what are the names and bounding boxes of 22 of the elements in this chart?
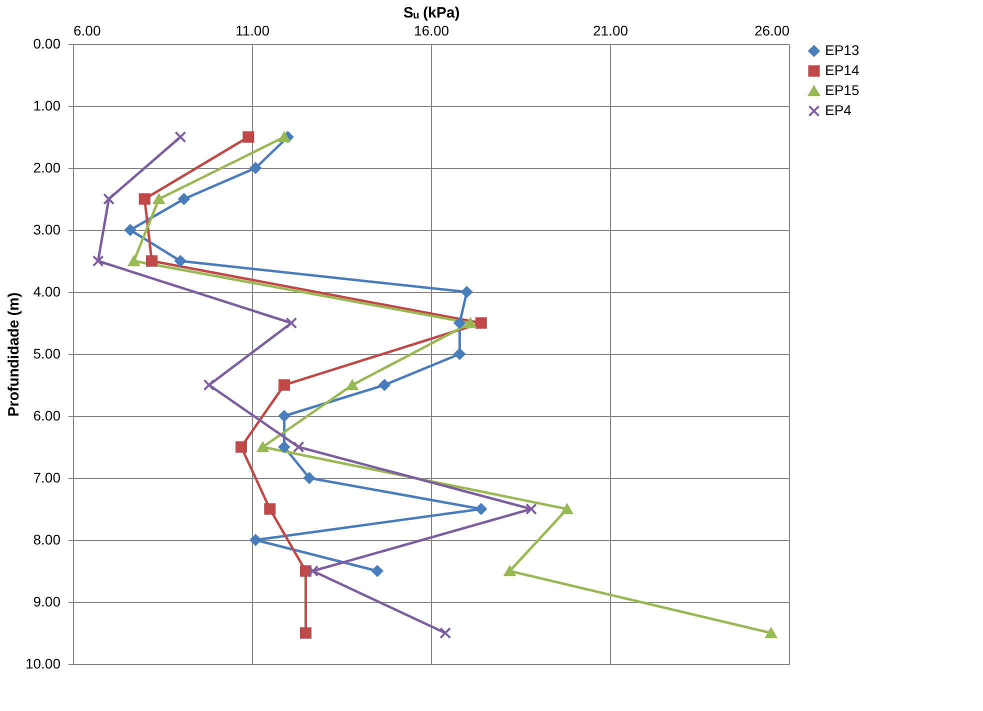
y-tick-label: 2.00: [33, 160, 61, 176]
x-axis-title: Sᵤ (kPa): [403, 4, 460, 22]
y-tick-label: 10.00: [25, 656, 61, 672]
x-tick-label: 26.00: [754, 22, 790, 38]
x-tick-label: 21.00: [592, 22, 628, 38]
y-tick-label: 5.00: [33, 346, 61, 362]
x-tick-label: 11.00: [236, 22, 270, 38]
legend-label: EP15: [825, 82, 860, 98]
x-tick-label: 16.00: [414, 22, 450, 38]
y-tick-label: 6.00: [33, 408, 61, 424]
y-tick-label: 0.00: [33, 36, 61, 52]
legend-label: EP13: [825, 42, 860, 58]
y-tick-label: 9.00: [33, 594, 61, 610]
y-axis-title: Profundidade (m): [5, 292, 22, 417]
y-tick-label: 4.00: [33, 284, 61, 300]
legend-label: EP4: [825, 102, 852, 118]
x-tick-label: 6.00: [74, 22, 101, 38]
y-tick-label: 1.00: [33, 98, 61, 114]
y-tick-label: 3.00: [33, 222, 61, 238]
y-tick-label: 7.00: [33, 470, 61, 486]
legend-label: EP14: [825, 62, 860, 78]
y-tick-label: 8.00: [33, 532, 61, 548]
